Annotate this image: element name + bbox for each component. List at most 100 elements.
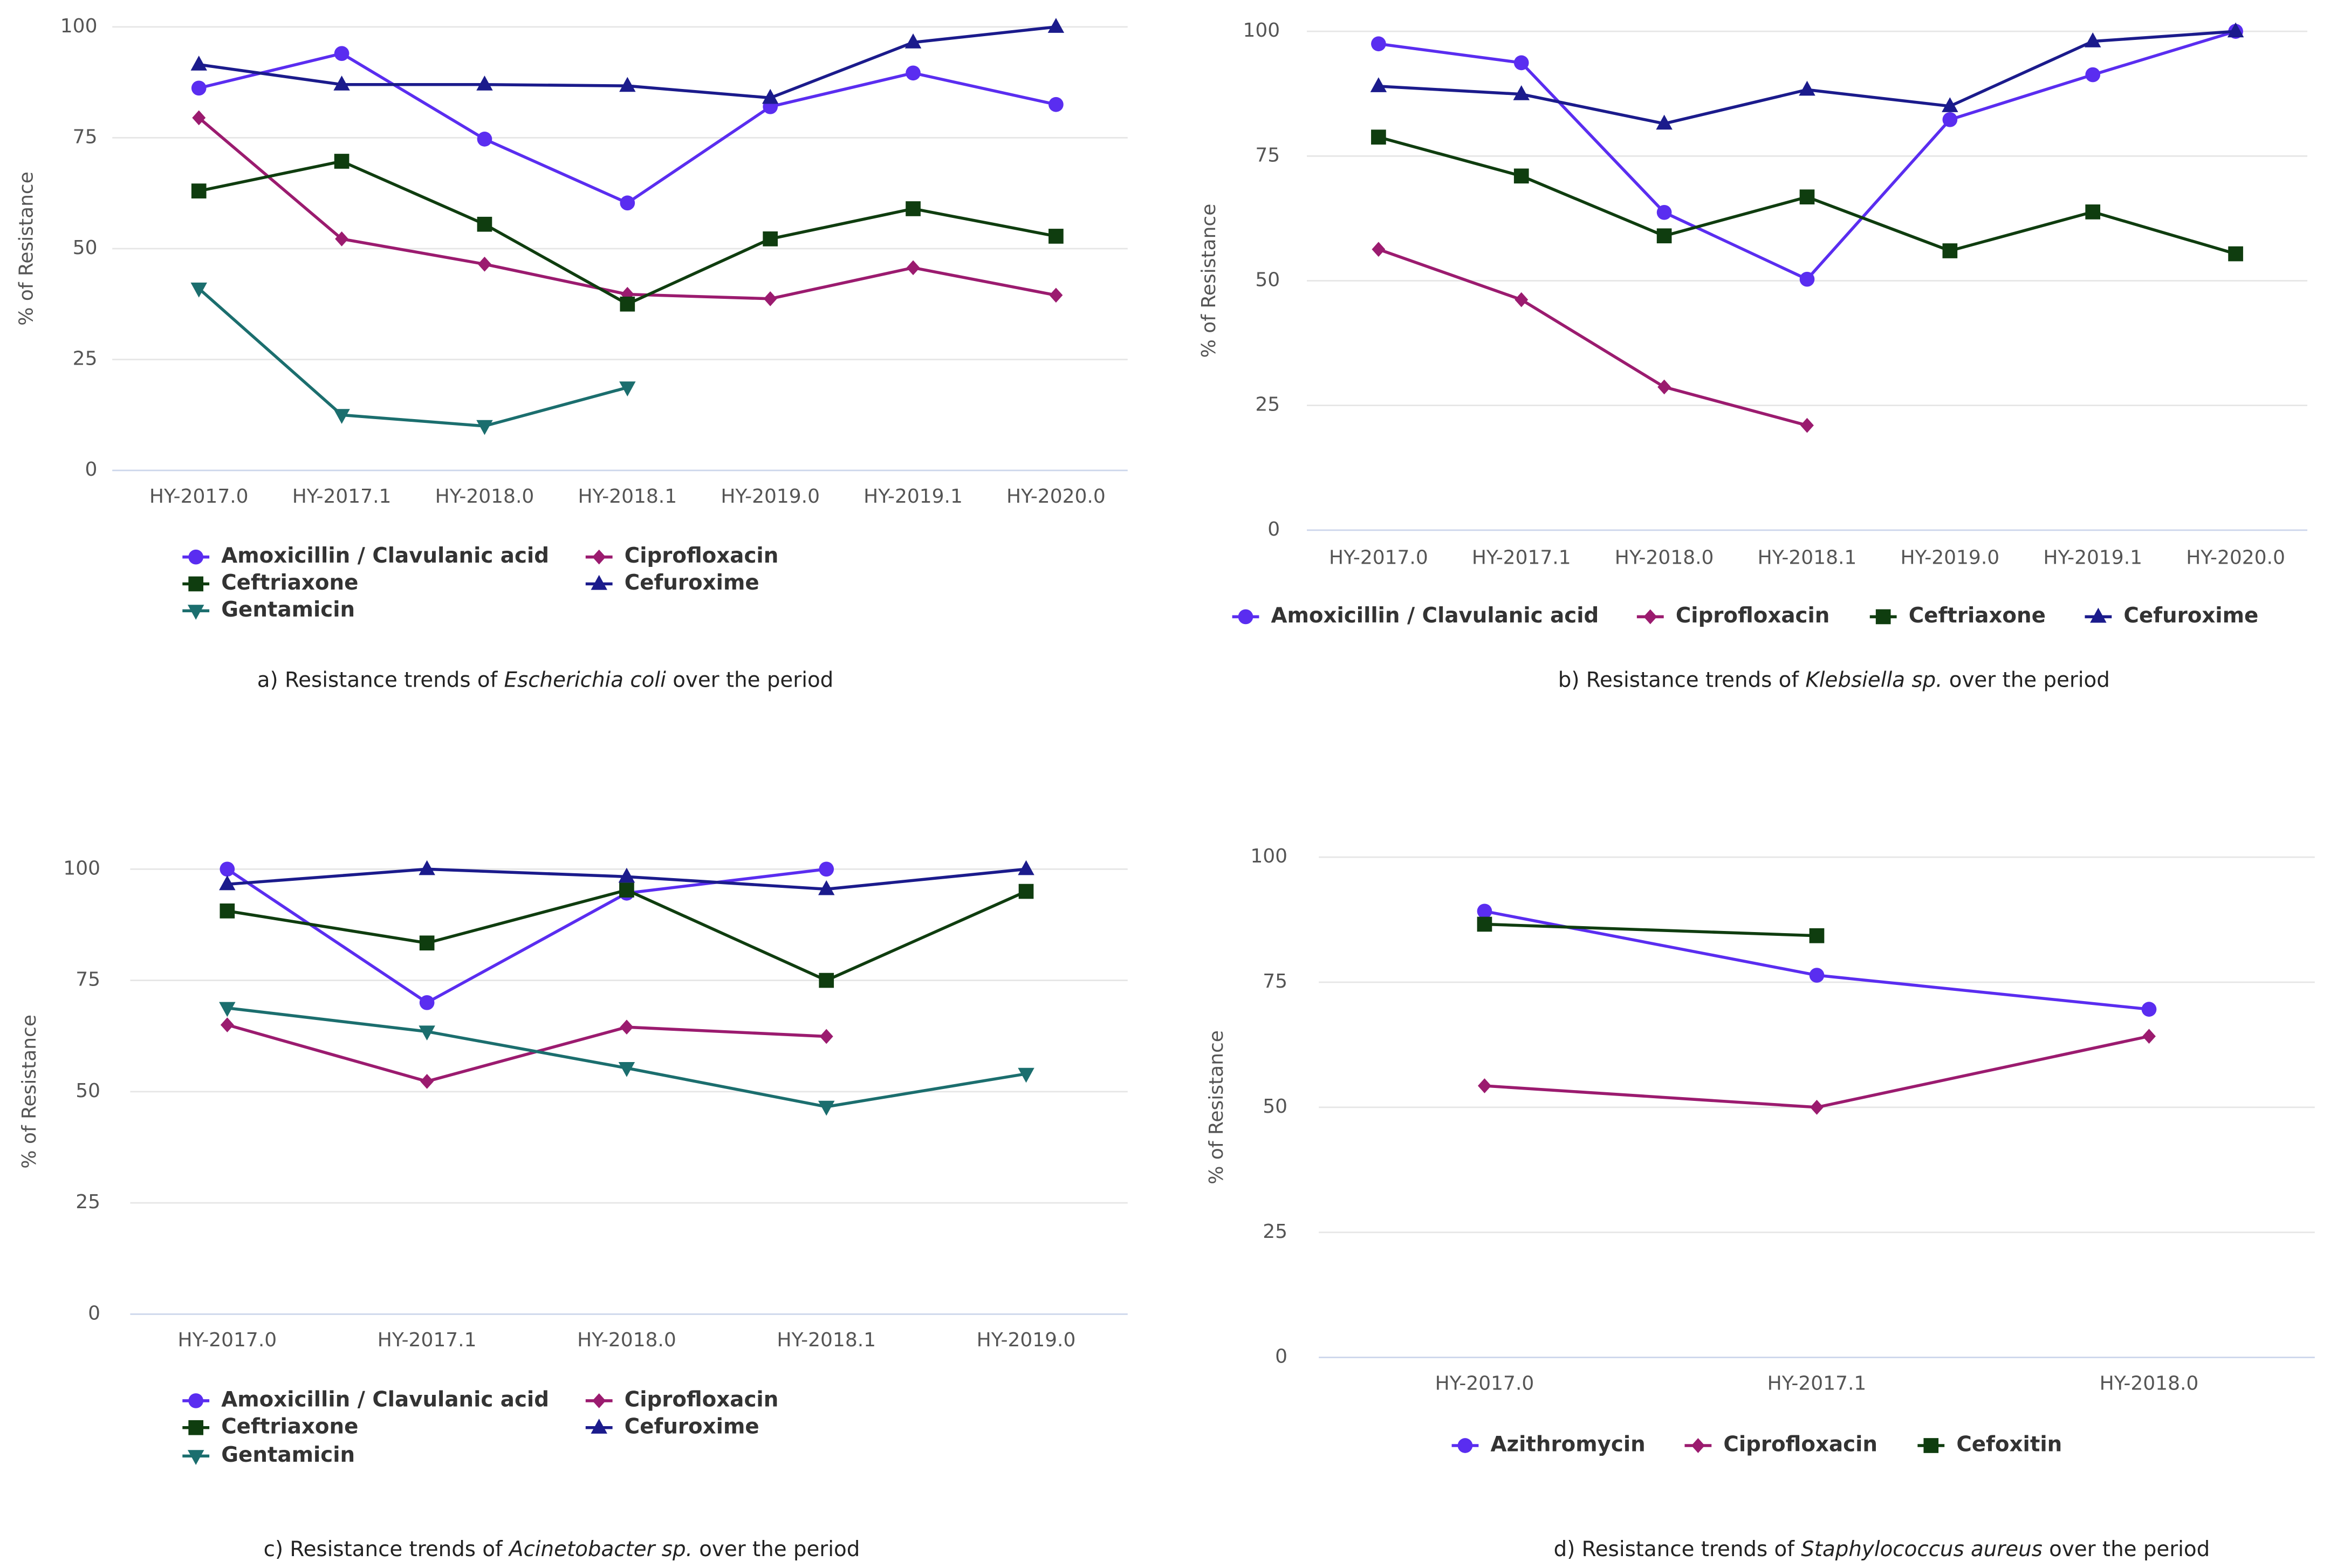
x-tick-label: HY-2017.0 bbox=[1435, 1372, 1534, 1394]
data-point bbox=[333, 76, 350, 91]
legend-item: Azithromycin bbox=[1451, 1432, 1646, 1456]
legend-item: Ceftriaxone bbox=[182, 571, 358, 595]
y-tick-label: 25 bbox=[1263, 1221, 1287, 1243]
legend-item: Amoxicillin / Clavulanic acid bbox=[182, 1387, 549, 1412]
legend-label: Ceftriaxone bbox=[221, 571, 358, 595]
data-point bbox=[2085, 67, 2101, 83]
y-tick-label: 25 bbox=[1255, 394, 1280, 416]
data-point bbox=[1370, 77, 1387, 92]
data-point bbox=[1477, 903, 1492, 919]
series-line bbox=[1378, 30, 2236, 126]
data-point bbox=[191, 183, 207, 198]
data-point bbox=[477, 132, 492, 147]
legend-item: Ciprofloxacin bbox=[1684, 1432, 1877, 1456]
data-point bbox=[763, 291, 777, 306]
data-point bbox=[620, 195, 635, 211]
series-line bbox=[1484, 909, 2149, 1011]
data-point bbox=[2142, 1029, 2156, 1044]
data-point bbox=[906, 201, 921, 216]
legend-label: Ciprofloxacin bbox=[1676, 604, 1830, 628]
data-point bbox=[1047, 18, 1065, 33]
data-point bbox=[819, 1029, 833, 1044]
data-point bbox=[1513, 55, 1529, 71]
data-point bbox=[1810, 1100, 1824, 1115]
data-point bbox=[419, 935, 435, 951]
data-point bbox=[1372, 242, 1386, 257]
legend-item: Gentamicin bbox=[182, 1443, 355, 1467]
legend-marker bbox=[188, 1393, 204, 1408]
y-axis-title: % of Resistance bbox=[1198, 204, 1220, 358]
x-tick-label: HY-2017.1 bbox=[292, 485, 392, 508]
data-point bbox=[1656, 114, 1673, 130]
data-point bbox=[1049, 287, 1063, 303]
data-point bbox=[2084, 32, 2101, 47]
y-tick-label: 0 bbox=[85, 458, 98, 481]
caption-text: d) Resistance trends of bbox=[1554, 1537, 1801, 1561]
legend-item: Amoxicillin / Clavulanic acid bbox=[1232, 604, 1599, 628]
series-line bbox=[1378, 30, 2236, 282]
legend-item: Ciprofloxacin bbox=[585, 544, 779, 568]
data-point bbox=[620, 296, 635, 312]
legend-item: Cefuroxime bbox=[585, 571, 759, 595]
data-point bbox=[2228, 246, 2243, 262]
y-tick-label: 75 bbox=[1255, 144, 1280, 166]
legend-item: Ceftriaxone bbox=[1869, 604, 2046, 628]
legend-label: Cefuroxime bbox=[2123, 604, 2258, 628]
data-point bbox=[1799, 189, 1815, 204]
series-line bbox=[1484, 1035, 2150, 1109]
data-point bbox=[2085, 204, 2101, 220]
x-tick-label: HY-2018.0 bbox=[435, 485, 534, 508]
data-point bbox=[419, 860, 435, 875]
legend-label: Ciprofloxacin bbox=[625, 1387, 779, 1412]
x-tick-label: HY-2019.0 bbox=[977, 1329, 1076, 1351]
y-axis-title: % of Resistance bbox=[15, 172, 37, 326]
legend-label: Gentamicin bbox=[221, 1443, 355, 1467]
x-tick-label: HY-2017.0 bbox=[149, 485, 249, 508]
data-point bbox=[220, 903, 235, 919]
legend-label: Ceftriaxone bbox=[1909, 604, 2046, 628]
legend-marker bbox=[187, 1450, 204, 1465]
data-point bbox=[1656, 228, 1672, 244]
legend-marker bbox=[188, 576, 204, 592]
x-tick-label: HY-2019.0 bbox=[1901, 546, 2000, 569]
data-point bbox=[1048, 97, 1064, 112]
data-point bbox=[618, 867, 635, 883]
x-tick-label: HY-2018.0 bbox=[2100, 1372, 2199, 1394]
data-point bbox=[191, 80, 207, 96]
data-point bbox=[477, 256, 491, 272]
data-point bbox=[334, 154, 350, 169]
data-point bbox=[190, 56, 207, 71]
legend-marker bbox=[188, 1420, 204, 1435]
y-tick-label: 50 bbox=[1263, 1095, 1287, 1118]
data-point bbox=[619, 77, 636, 92]
caption: a) Resistance trends of Escherichia coli… bbox=[257, 668, 833, 692]
data-point bbox=[1018, 884, 1034, 899]
x-tick-label: HY-2019.0 bbox=[721, 485, 820, 508]
legend-marker bbox=[592, 549, 606, 565]
caption-text: over the period bbox=[1942, 668, 2109, 692]
y-tick-label: 50 bbox=[73, 237, 98, 259]
series-line bbox=[227, 888, 1027, 982]
x-tick-label: HY-2018.1 bbox=[1758, 546, 1857, 569]
data-point bbox=[334, 46, 350, 61]
legend-marker bbox=[1457, 1438, 1473, 1453]
data-point bbox=[1809, 968, 1825, 983]
data-point bbox=[220, 1017, 234, 1032]
data-point bbox=[906, 65, 921, 81]
data-point bbox=[1809, 928, 1825, 943]
legend-marker bbox=[2090, 607, 2107, 623]
data-point bbox=[763, 231, 778, 247]
legend-marker bbox=[187, 605, 204, 620]
data-point bbox=[192, 110, 206, 126]
legend-label: Azithromycin bbox=[1491, 1432, 1646, 1456]
y-tick-label: 75 bbox=[1263, 970, 1287, 992]
legend-label: Ciprofloxacin bbox=[625, 544, 779, 568]
data-point bbox=[1018, 1067, 1034, 1083]
x-tick-label: HY-2019.1 bbox=[864, 485, 963, 508]
legend-item: Cefuroxime bbox=[585, 1414, 759, 1439]
data-point bbox=[219, 875, 236, 891]
legend-marker bbox=[1875, 609, 1891, 625]
data-point bbox=[762, 88, 779, 104]
legend-label: Amoxicillin / Clavulanic acid bbox=[221, 1387, 549, 1412]
